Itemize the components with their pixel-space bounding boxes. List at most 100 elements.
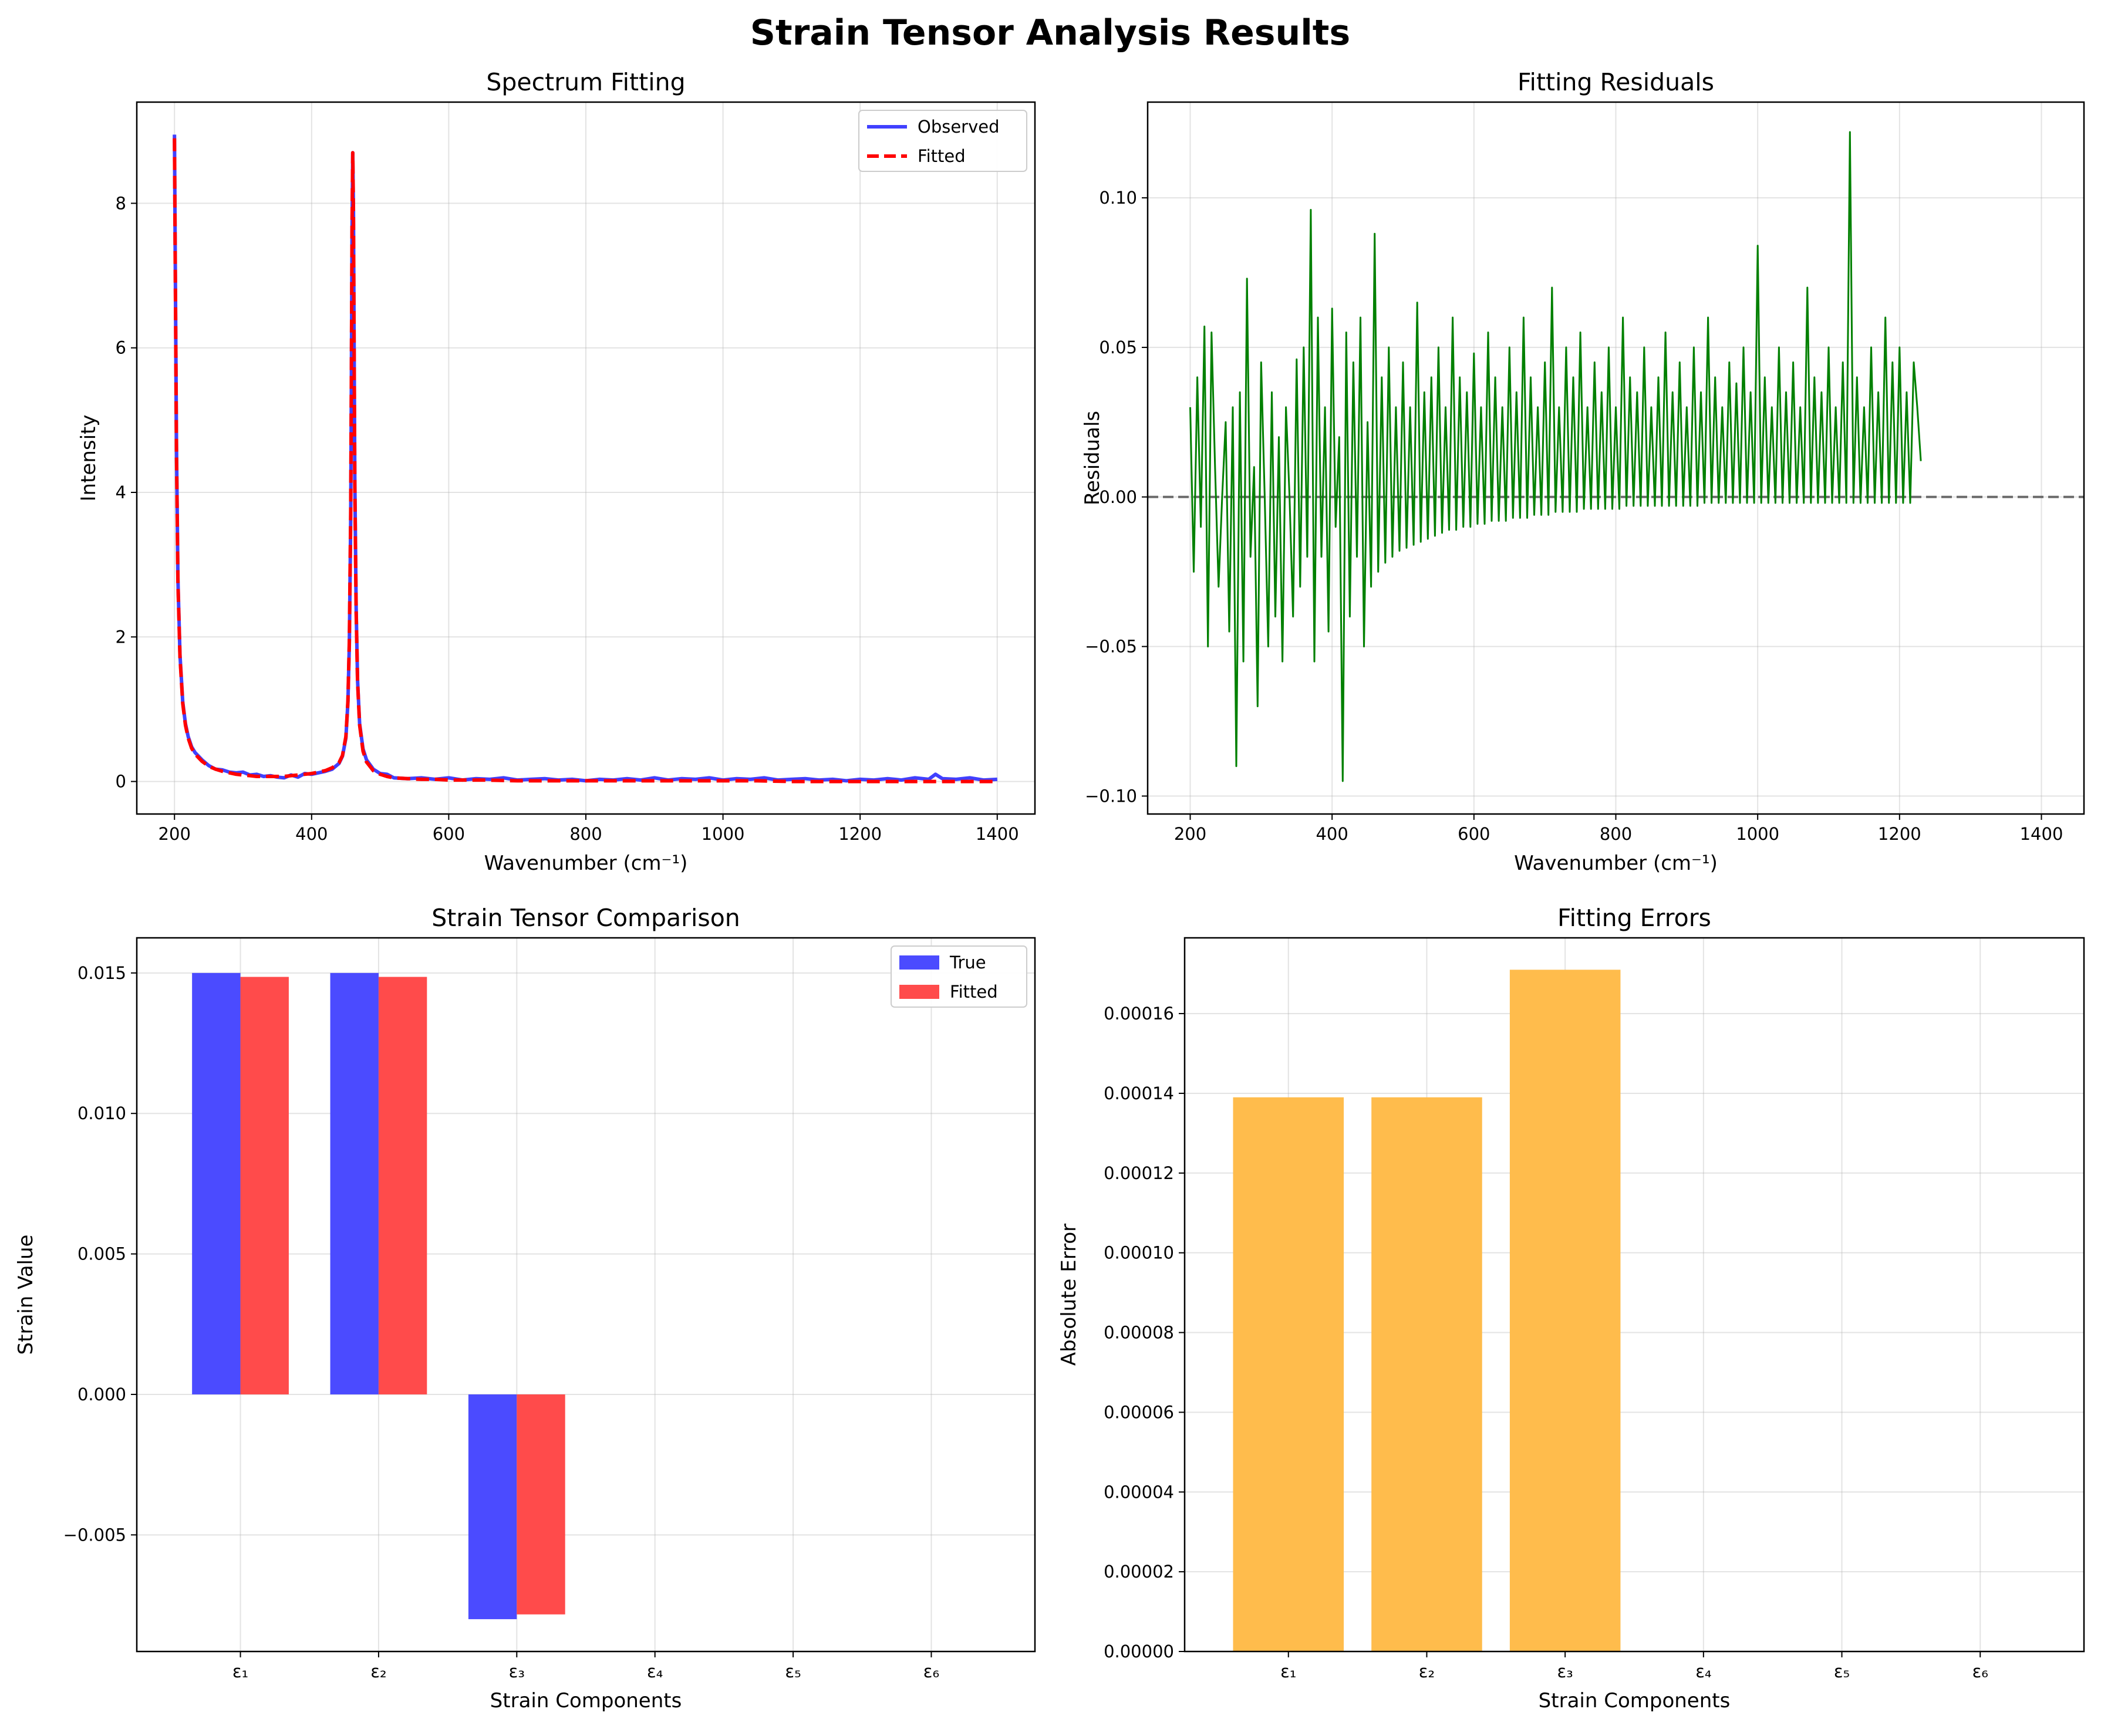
x-tick-label: ε₆ (1972, 1661, 1988, 1681)
x-tick-label: ε₄ (1695, 1661, 1711, 1681)
y-tick-label: 0.00002 (1104, 1562, 1174, 1582)
x-ticks: ε₁ ε₂ ε₃ ε₄ ε₅ ε₆ (232, 1651, 939, 1681)
y-tick-label: 0.00016 (1104, 1004, 1174, 1024)
bar-error-3 (1509, 970, 1621, 1651)
y-axis-label: Absolute Error (1057, 1224, 1081, 1366)
x-tick-label: 400 (1316, 824, 1348, 844)
y-tick-label: 2 (116, 627, 126, 647)
legend-swatch-fitted (899, 985, 939, 999)
legend-label-true: True (949, 953, 986, 972)
x-tick-label: ε₅ (785, 1661, 801, 1681)
y-tick-label: 0.00008 (1104, 1323, 1174, 1343)
plot-area (1233, 970, 1621, 1651)
series-line-fitted (173, 138, 997, 783)
y-ticks: 0.00000 0.00002 0.00004 0.00006 0.00008 0.000… (1104, 1004, 1185, 1661)
x-tick-label: 200 (1174, 824, 1206, 844)
x-tick-label: 800 (569, 824, 602, 844)
x-tick-label: ε₃ (509, 1661, 525, 1681)
chart-4: ε₁ ε₂ ε₃ ε₄ ε₅ ε₆ 0.00000 0.00002 0.00004 0.00006… (1057, 904, 2085, 1713)
y-tick-label: 0.005 (77, 1244, 126, 1264)
legend: True Fitted (891, 945, 1027, 1008)
x-tick-label: ε₅ (1834, 1661, 1850, 1681)
y-tick-label: 0.00004 (1104, 1482, 1174, 1502)
legend-label-fitted: Fitted (950, 982, 998, 1002)
y-tick-label: −0.10 (1085, 786, 1137, 806)
y-tick-label: 0.00014 (1104, 1083, 1174, 1103)
y-tick-label: 0.00006 (1104, 1402, 1174, 1422)
y-tick-label: −0.05 (1085, 637, 1137, 657)
chart-panels: 200 400 600 800 1000 1200 1400 0 2 4 6 8 Spectrum Fi… (14, 68, 2085, 1713)
x-tick-label: 400 (295, 824, 328, 844)
bar-true-2 (330, 972, 379, 1394)
y-tick-label: 0.10 (1099, 188, 1137, 208)
y-tick-label: 0.00000 (1104, 1642, 1174, 1661)
x-ticks: 200 400 600 800 1000 1200 1400 (158, 814, 1019, 844)
y-tick-label: 6 (116, 338, 126, 358)
y-ticks: −0.005 0.000 0.005 0.010 0.015 (63, 963, 137, 1545)
chart-2: 200 400 600 800 1000 1200 1400 −0.10 −0.05 0.00 0.… (1081, 68, 2085, 875)
figure-title: Strain Tensor Analysis Results (750, 12, 1350, 53)
plot-area (1148, 131, 2084, 782)
y-ticks: −0.10 −0.05 0.00 0.05 0.10 (1085, 188, 1148, 806)
x-tick-label: 1000 (702, 824, 745, 844)
y-axis-label: Intensity (77, 415, 100, 502)
chart-title: Strain Tensor Comparison (431, 904, 740, 932)
x-ticks: 200 400 600 800 1000 1200 1400 (1174, 814, 2063, 844)
y-tick-label: 0.00012 (1104, 1163, 1174, 1183)
y-tick-label: 0.000 (77, 1384, 126, 1404)
x-tick-label: ε₆ (923, 1661, 939, 1681)
y-tick-label: 0.015 (77, 963, 126, 983)
legend-label-observed: Observed (918, 117, 1000, 137)
x-tick-label: ε₃ (1557, 1661, 1573, 1681)
plot-area (173, 134, 997, 783)
x-tick-label: ε₄ (647, 1661, 663, 1681)
bar-true-3 (468, 1394, 517, 1619)
x-tick-label: 1000 (1736, 824, 1779, 844)
bar-fitted-1 (240, 977, 289, 1394)
y-tick-label: 0.05 (1099, 337, 1137, 357)
x-axis-label: Wavenumber (cm⁻¹) (484, 852, 688, 875)
x-tick-label: 1200 (1878, 824, 1921, 844)
x-tick-label: ε₂ (370, 1661, 386, 1681)
chart-1: 200 400 600 800 1000 1200 1400 0 2 4 6 8 Spectrum Fi… (77, 68, 1036, 875)
grid (1148, 102, 2084, 814)
x-tick-label: ε₁ (1280, 1661, 1296, 1681)
chart-title: Spectrum Fitting (486, 68, 685, 96)
bar-fitted-3 (517, 1394, 565, 1615)
axes-frame (1183, 937, 2085, 1653)
x-tick-label: 800 (1600, 824, 1632, 844)
y-ticks: 0 2 4 6 8 (116, 193, 137, 792)
y-tick-label: 0.010 (77, 1103, 126, 1123)
chart-3: ε₁ ε₂ ε₃ ε₄ ε₅ ε₆ −0.005 0.000 0.005 0.010 0.015 St… (14, 904, 1036, 1713)
y-axis-label: Residuals (1081, 411, 1104, 505)
y-axis-label: Strain Value (14, 1235, 38, 1355)
x-tick-label: 600 (433, 824, 465, 844)
grid (137, 102, 1035, 814)
y-tick-label: 8 (116, 193, 126, 213)
plot-area (192, 972, 565, 1619)
series-line-observed (173, 134, 997, 783)
x-axis-label: Strain Components (490, 1689, 682, 1713)
x-tick-label: 600 (1458, 824, 1490, 844)
legend-label-fitted: Fitted (918, 146, 966, 166)
legend: Observed Fitted (858, 110, 1027, 172)
x-tick-label: ε₂ (1419, 1661, 1435, 1681)
x-axis-label: Strain Components (1539, 1689, 1731, 1713)
legend-swatch-true (899, 955, 939, 970)
y-tick-label: 0.00010 (1104, 1243, 1174, 1263)
y-tick-label: 4 (116, 482, 126, 502)
x-ticks: ε₁ ε₂ ε₃ ε₄ ε₅ ε₆ (1280, 1651, 1988, 1681)
chart-title: Fitting Residuals (1517, 68, 1714, 96)
series-line-residuals (1189, 131, 1922, 782)
bar-true-1 (192, 972, 241, 1394)
y-tick-label: 0.00 (1099, 487, 1137, 507)
y-tick-label: 0 (116, 772, 126, 792)
x-tick-label: 1200 (838, 824, 882, 844)
bar-error-1 (1233, 1097, 1344, 1651)
x-tick-label: ε₁ (232, 1661, 248, 1681)
x-tick-label: 1400 (2020, 824, 2063, 844)
axes-frame (136, 937, 1036, 1653)
bar-error-2 (1371, 1097, 1482, 1651)
